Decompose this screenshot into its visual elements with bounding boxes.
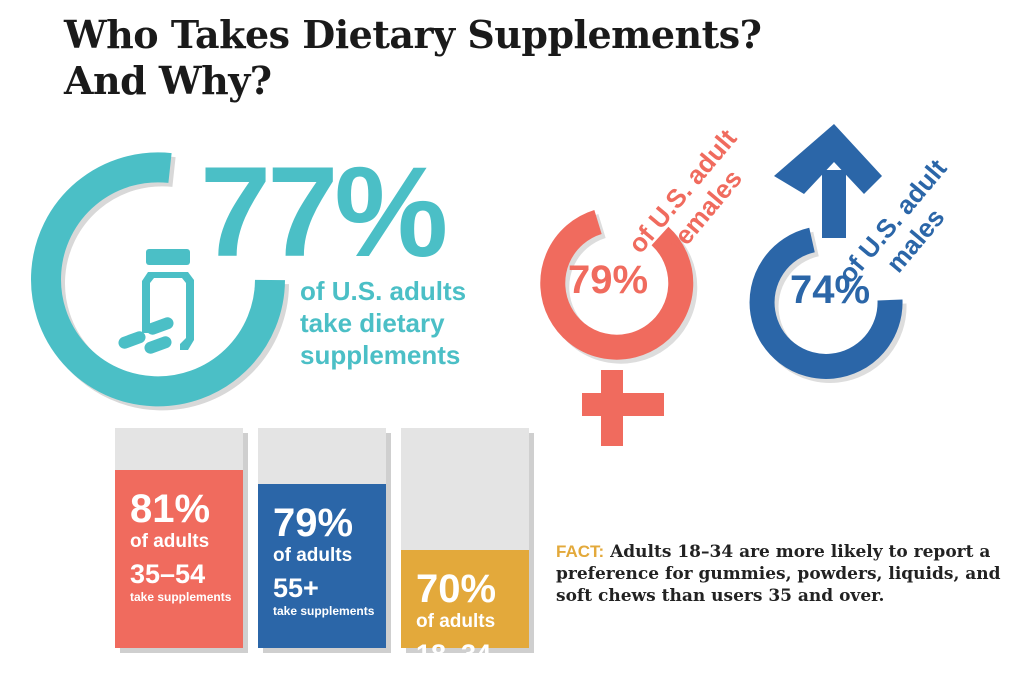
bar-fill: 81% of adults 35–54 take supplements: [115, 469, 243, 648]
male-percent: 74%: [790, 268, 871, 312]
bar-fill: 79% of adults 55+ take supplements: [258, 484, 386, 648]
age-bar-35-54: 81% of adults 35–54 take supplements: [115, 428, 243, 648]
female-symbol-icon: [540, 210, 698, 446]
bar-range: 18–34: [416, 638, 492, 669]
bar-take: take supplements: [416, 669, 518, 684]
page-title: Who Takes Dietary Supplements? And Why?: [64, 12, 762, 103]
bar-of: of adults: [273, 545, 353, 567]
age-bar-18-34: 70% of adults 18–34 take supplements: [401, 428, 529, 684]
overall-percent: 77%: [200, 141, 448, 284]
overall-caption: of U.S. adults take dietary supplements: [300, 276, 467, 370]
age-bar-55-plus: 79% of adults 55+ take supplements: [258, 428, 386, 648]
bar-fill: 70% of adults 18–34 take supplements: [401, 549, 529, 684]
male-symbol-icon: [749, 124, 907, 383]
bar-percent: 81%: [130, 486, 211, 531]
female-percent: 79%: [568, 258, 649, 302]
bar-of: of adults: [130, 530, 210, 552]
fact-label: FACT:: [556, 542, 605, 561]
pill-bottle-icon: [118, 249, 194, 354]
bar-percent: 70%: [416, 566, 497, 611]
bar-range: 55+: [273, 573, 319, 604]
bar-of: of adults: [416, 610, 496, 632]
bar-range: 35–54: [130, 558, 206, 589]
bar-take: take supplements: [273, 604, 375, 619]
bar-percent: 79%: [273, 501, 354, 546]
overall-ring: [31, 152, 289, 411]
bar-take: take supplements: [130, 589, 232, 604]
infographic-graphics: [31, 124, 907, 446]
fact-text: FACT: Adults 18–34 are more likely to re…: [556, 542, 1001, 606]
